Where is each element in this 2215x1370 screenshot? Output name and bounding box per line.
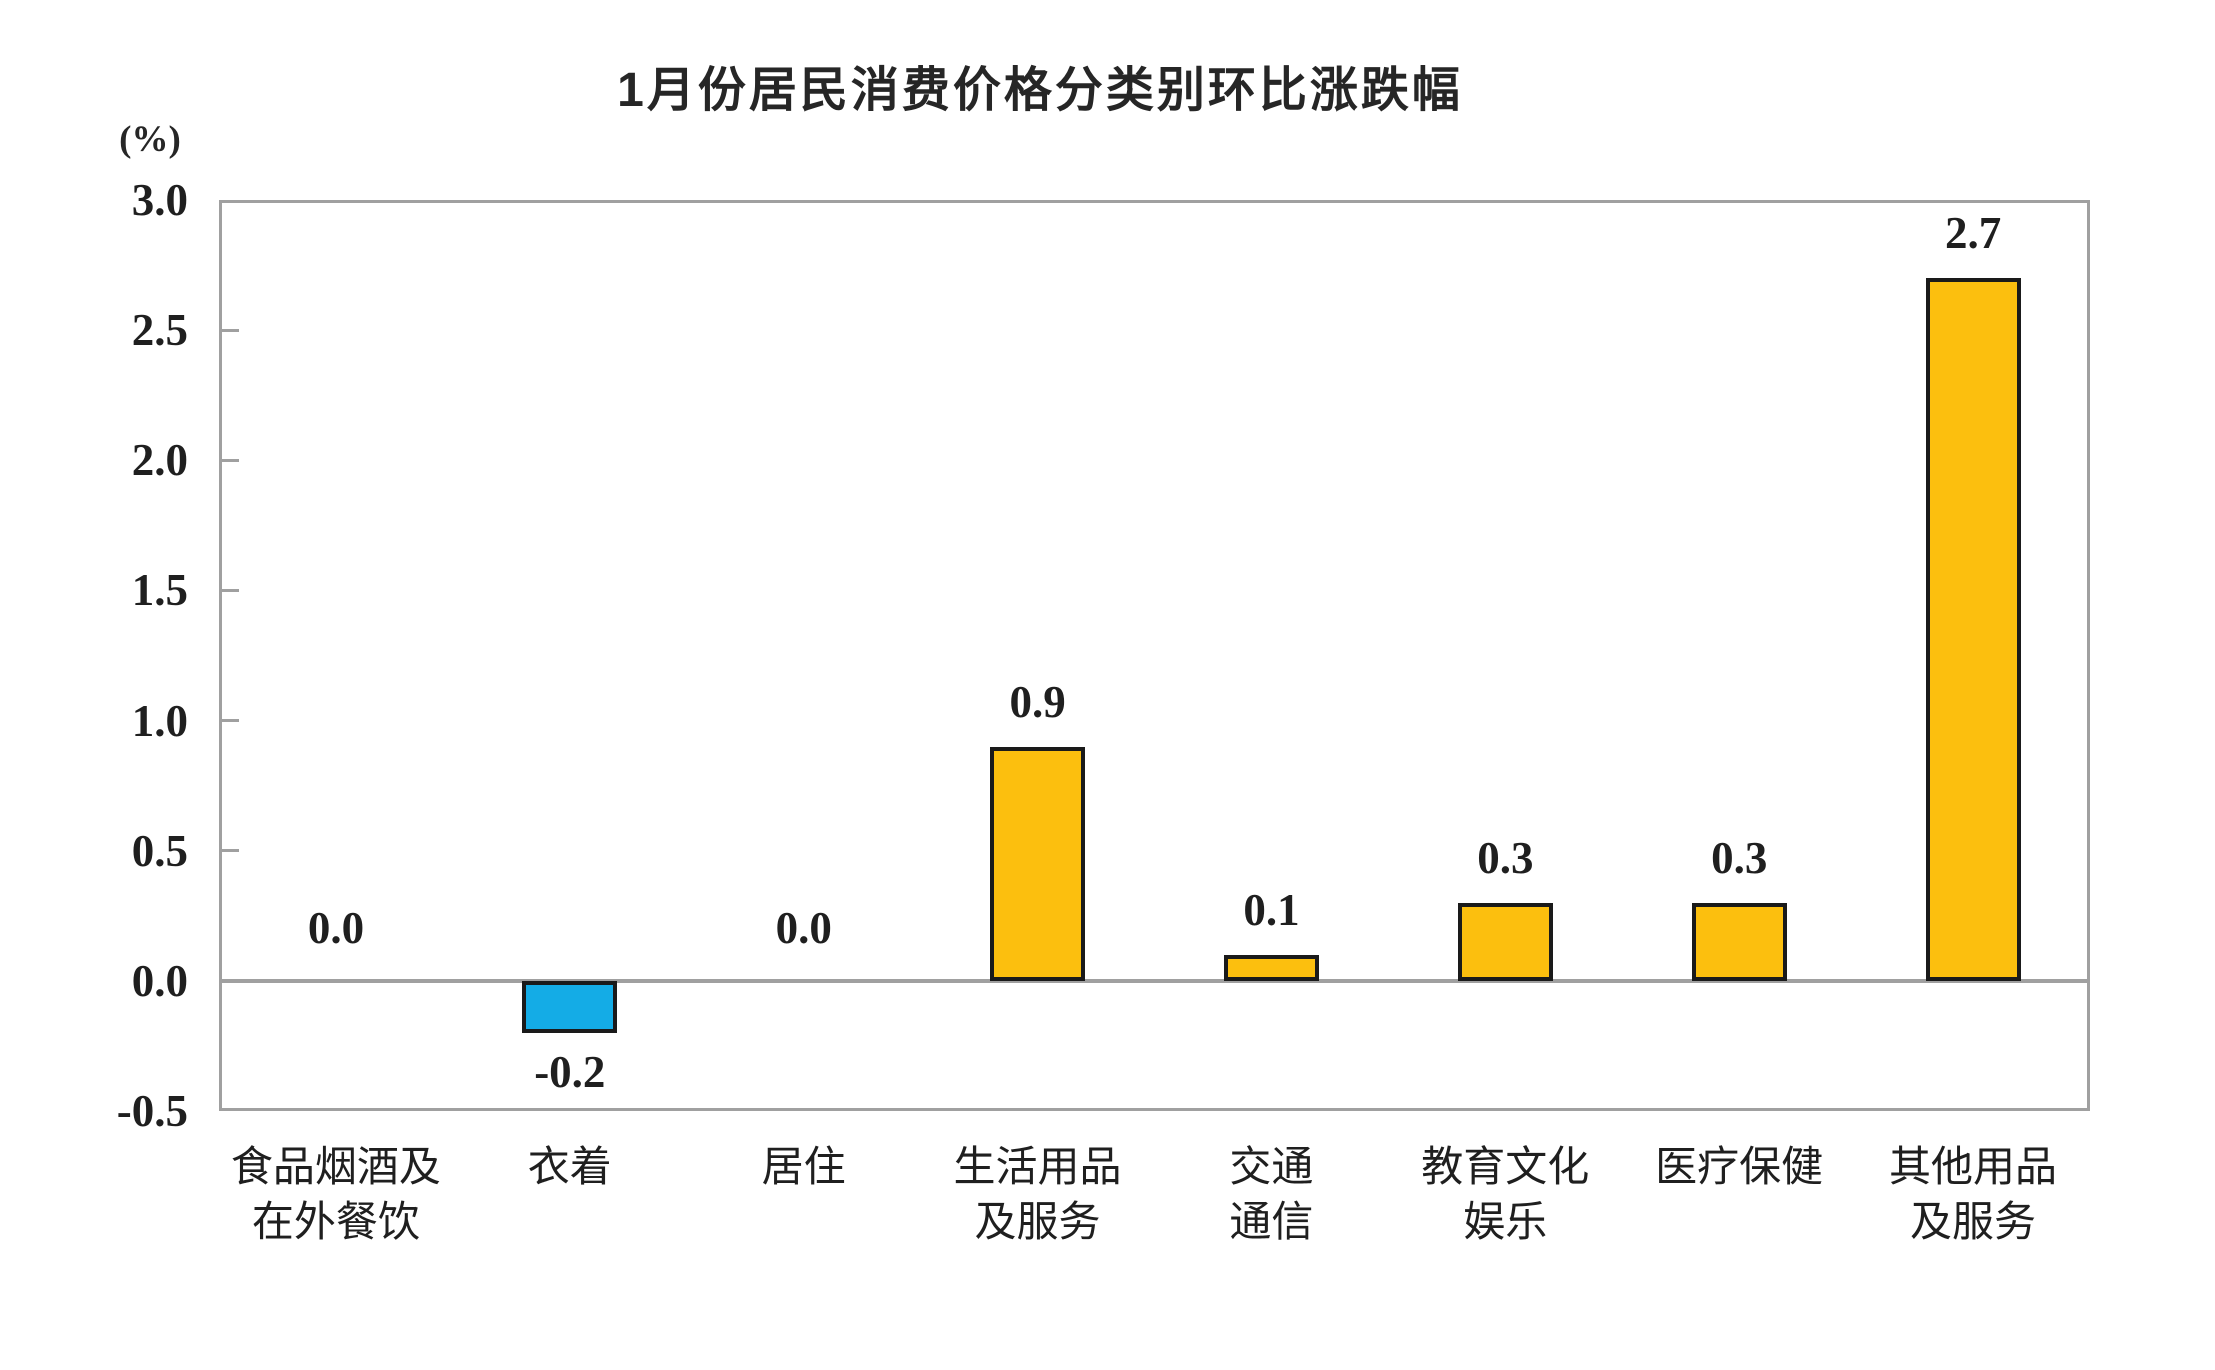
x-axis-label: 交通 通信: [1229, 1145, 1314, 1246]
bar-value-label: 0.3: [1711, 832, 1768, 883]
bar-positive: [990, 746, 1086, 981]
x-axis-label: 教育文化 娱乐: [1421, 1145, 1590, 1246]
y-tick-label: 0.0: [131, 955, 188, 1006]
x-axis-label: 生活用品 及服务: [953, 1145, 1122, 1246]
zero-axis-line: [219, 978, 2090, 983]
y-tick-mark: [219, 719, 239, 723]
bar-value-label: 0.3: [1477, 832, 1534, 883]
bar-positive: [1457, 902, 1553, 981]
x-axis-label: 其他用品 及服务: [1889, 1145, 2058, 1246]
y-tick-label: 2.0: [131, 435, 188, 486]
y-tick-label: 1.5: [131, 565, 188, 616]
bar-positive: [1223, 954, 1319, 981]
y-tick-label: 3.0: [131, 175, 188, 225]
x-axis-label: 医疗保健: [1655, 1145, 1824, 1191]
x-axis-label: 食品烟酒及 在外餐饮: [230, 1145, 441, 1246]
chart-title: 1月份居民消费价格分类别环比涨跌幅: [617, 64, 1463, 117]
y-tick-mark: [219, 588, 239, 592]
bar-value-label: 0.9: [1009, 676, 1066, 727]
bar-value-label: 0.1: [1243, 884, 1300, 935]
bar-value-label: 0.0: [775, 902, 832, 953]
x-axis-label: 居住: [761, 1145, 846, 1191]
bar-negative: [522, 980, 618, 1033]
plot-frame: [219, 200, 2090, 1111]
bar-positive: [1691, 902, 1787, 981]
y-tick-mark: [219, 849, 239, 853]
y-tick-label: 0.5: [131, 825, 188, 876]
bar-value-label: 2.7: [1944, 208, 2002, 259]
bar-value-label: -0.2: [534, 1046, 606, 1097]
y-tick-label: -0.5: [116, 1086, 188, 1136]
y-tick-mark: [219, 328, 239, 332]
bar-value-label: 0.0: [307, 902, 365, 953]
y-tick-mark: [219, 458, 239, 462]
bar-positive: [1925, 278, 2021, 981]
y-tick-label: 1.0: [131, 695, 188, 746]
y-tick-label: 2.5: [131, 305, 188, 356]
x-axis-label: 衣着: [527, 1145, 612, 1191]
y-tick-mark: [219, 979, 239, 983]
y-axis-unit-label: (%): [119, 119, 181, 160]
